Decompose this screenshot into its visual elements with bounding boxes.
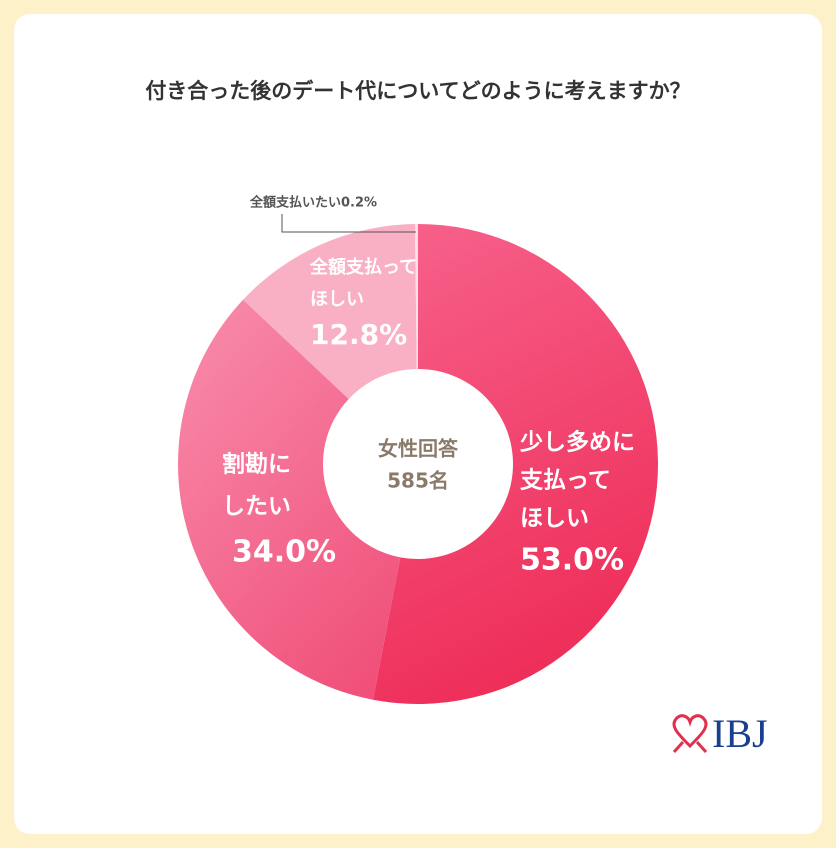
center-label: 女性回答 bbox=[378, 437, 459, 461]
logo-text: IBJ bbox=[712, 711, 768, 756]
value-label: 53.0% bbox=[520, 543, 624, 578]
donut-slice bbox=[243, 224, 417, 399]
logo-heart bbox=[672, 714, 708, 754]
slice-label: ほしい bbox=[310, 289, 364, 310]
slice-label: したい bbox=[222, 494, 291, 520]
leader-line bbox=[281, 214, 416, 233]
value-label: 34.0% bbox=[232, 535, 336, 570]
slice-label: 全額支払って bbox=[309, 256, 417, 278]
donut-slice bbox=[373, 224, 658, 704]
slice-label: 支払って bbox=[519, 468, 611, 494]
value-label: 0.2% bbox=[341, 196, 377, 211]
slice-label: 少し多めに bbox=[519, 429, 635, 456]
slice-label: 全額支払いたい bbox=[249, 195, 341, 211]
value-label: 12.8% bbox=[310, 318, 407, 351]
chart-title: 付き合った後のデート代についてどのように考えますか？ bbox=[145, 79, 690, 103]
slice-label: 割勘に bbox=[222, 451, 291, 478]
donut-slice bbox=[177, 299, 401, 700]
center-label: 585名 bbox=[387, 469, 449, 493]
card bbox=[14, 14, 822, 834]
slice-label: ほしい bbox=[520, 506, 589, 532]
logo: IBJ bbox=[672, 711, 768, 756]
donut-slice bbox=[414, 224, 418, 370]
